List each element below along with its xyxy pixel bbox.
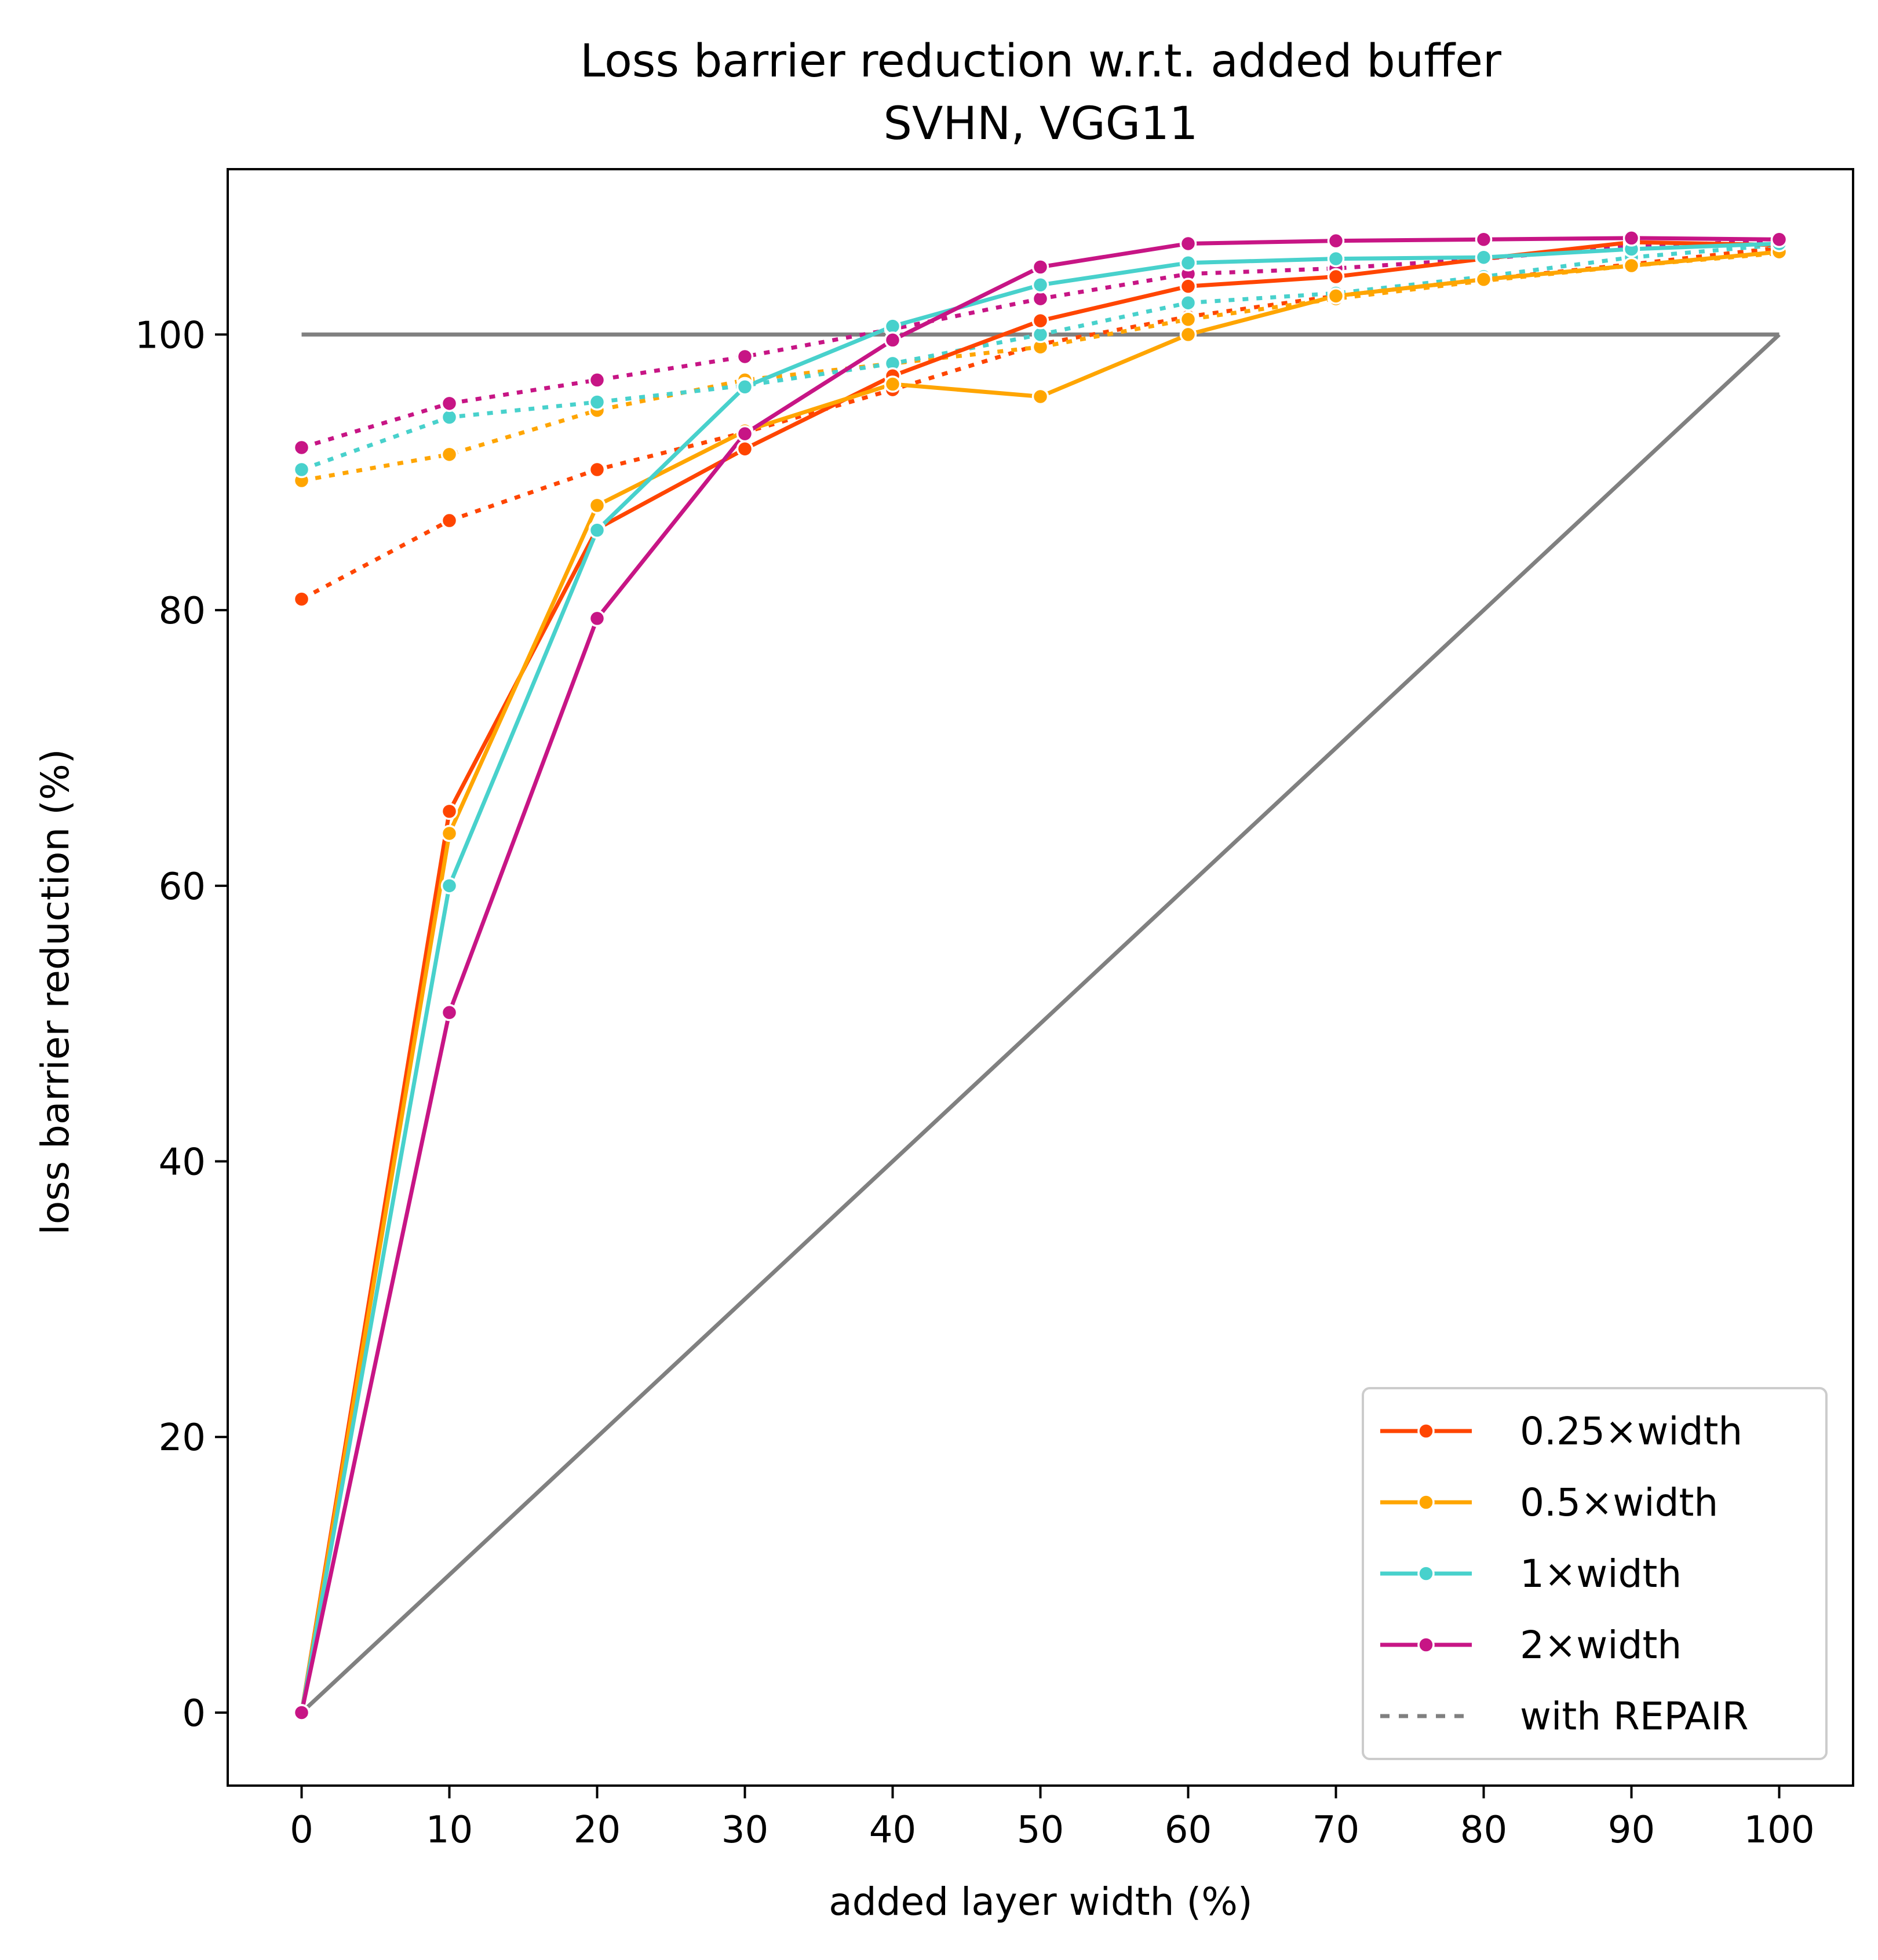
x-tick-label-10: 100 [1744, 1809, 1814, 1852]
series-point-0-1 [440, 802, 458, 820]
series-point-5-6 [1179, 311, 1197, 329]
series-point-5-1 [440, 446, 458, 463]
series-point-0-3 [736, 440, 754, 458]
reference-line-1 [300, 333, 1781, 1714]
series-point-2-1 [440, 877, 458, 895]
series-point-2-2 [588, 521, 606, 539]
x-axis-label: added layer width (%) [829, 1879, 1252, 1924]
series-point-3-2 [588, 609, 606, 627]
y-tick-label-2: 40 [159, 1141, 206, 1184]
series-point-4-1 [440, 512, 458, 530]
legend-label-2: 1×width [1520, 1552, 1682, 1596]
legend: 0.25×width 0.5×width 1×width 2×width with RE… [1362, 1387, 1828, 1760]
series-point-7-0 [293, 439, 311, 457]
series-point-1-7 [1327, 287, 1345, 305]
series-point-0-7 [1327, 268, 1345, 286]
series-point-0-5 [1031, 312, 1049, 330]
series-point-1-1 [440, 824, 458, 842]
y-tick-label-1: 20 [159, 1417, 206, 1459]
plot-area [293, 229, 1788, 1721]
series-point-4-0 [293, 590, 311, 608]
series-point-2-7 [1327, 250, 1345, 268]
series-point-6-6 [1179, 294, 1197, 312]
series-point-0-6 [1179, 278, 1197, 295]
series-point-3-10 [1770, 231, 1788, 249]
series-point-3-5 [1031, 258, 1049, 276]
series-point-2-6 [1179, 254, 1197, 272]
series-point-1-4 [884, 375, 902, 393]
series-point-4-2 [588, 461, 606, 479]
x-tick-label-1: 10 [426, 1809, 473, 1852]
y-tick-label-0: 0 [182, 1692, 206, 1735]
series-point-2-8 [1475, 249, 1493, 266]
series-point-1-6 [1179, 326, 1197, 344]
legend-marker-0 [1417, 1422, 1435, 1440]
series-point-1-9 [1622, 257, 1640, 275]
series-point-2-3 [736, 378, 754, 396]
chart-subtitle: SVHN, VGG11 [884, 98, 1198, 150]
series-point-3-3 [736, 425, 754, 443]
x-tick-label-6: 60 [1165, 1809, 1212, 1852]
x-tick-label-4: 40 [869, 1809, 916, 1852]
legend-frame [1362, 1387, 1828, 1760]
series-point-7-2 [588, 371, 606, 389]
series-point-6-0 [293, 461, 311, 479]
x-tick-label-2: 20 [574, 1809, 621, 1852]
series-point-2-5 [1031, 276, 1049, 294]
x-tick-label-5: 50 [1017, 1809, 1064, 1852]
series-point-6-2 [588, 393, 606, 411]
y-axis-label: loss barrier reduction (%) [33, 749, 78, 1235]
series-point-1-8 [1475, 271, 1493, 289]
series-point-7-3 [736, 348, 754, 366]
legend-label-1: 0.5×width [1520, 1480, 1718, 1525]
x-tick-label-9: 90 [1608, 1809, 1655, 1852]
series-point-3-6 [1179, 235, 1197, 253]
series-point-3-0 [293, 1704, 311, 1721]
legend-marker-1 [1417, 1494, 1435, 1511]
legend-marker-3 [1417, 1636, 1435, 1654]
x-tick-label-8: 80 [1460, 1809, 1507, 1852]
series-point-3-1 [440, 1003, 458, 1021]
series-point-3-4 [884, 331, 902, 349]
x-tick-label-7: 70 [1312, 1809, 1359, 1852]
legend-label-0: 0.25×width [1520, 1409, 1742, 1454]
y-tick-label-3: 60 [159, 866, 206, 908]
legend-marker-2 [1417, 1565, 1435, 1582]
y-tick-label-5: 100 [135, 314, 206, 357]
legend-label-4: with REPAIR [1520, 1694, 1749, 1739]
series-point-3-8 [1475, 231, 1493, 249]
chart-title: Loss barrier reduction w.r.t. added buff… [580, 35, 1502, 87]
series-point-1-2 [588, 497, 606, 514]
legend-label-3: 2×width [1520, 1623, 1682, 1667]
series-point-3-7 [1327, 232, 1345, 250]
series-point-1-5 [1031, 388, 1049, 406]
series-point-3-9 [1622, 229, 1640, 247]
y-tick-label-4: 80 [159, 590, 206, 633]
series-point-7-1 [440, 395, 458, 413]
x-tick-label-3: 30 [721, 1809, 768, 1852]
x-tick-label-0: 0 [290, 1809, 313, 1852]
